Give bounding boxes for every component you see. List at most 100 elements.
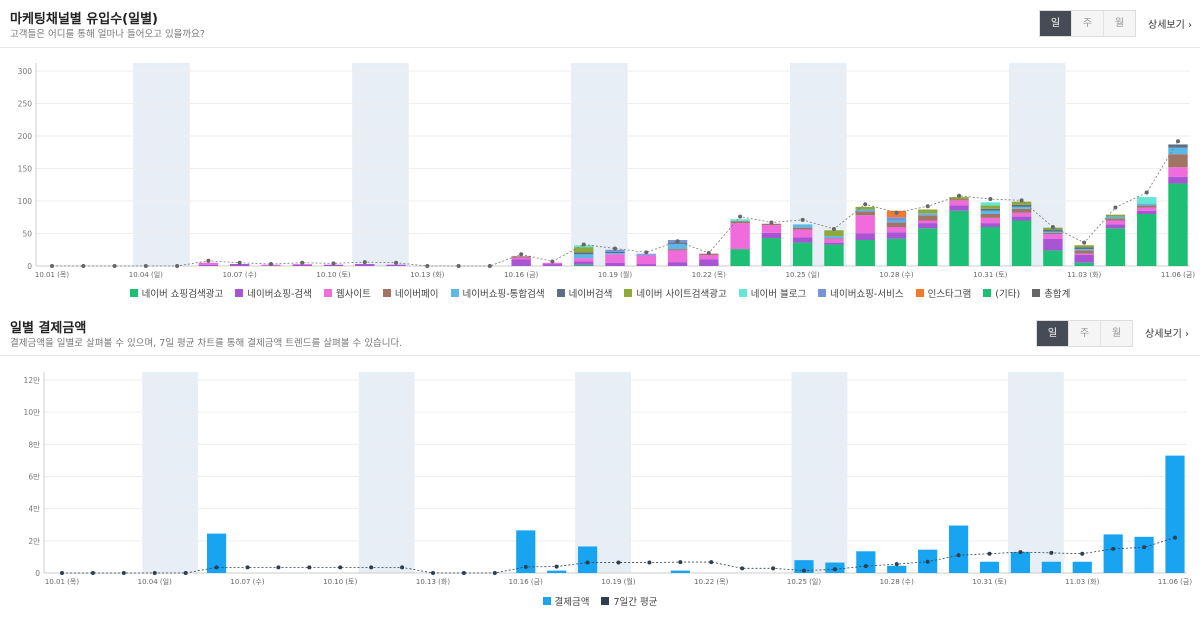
- bar-segment: [1137, 207, 1157, 211]
- x-tick-label: 11.06 (금): [1158, 578, 1192, 586]
- legend-item[interactable]: 총합계: [1032, 286, 1070, 300]
- x-tick-label: 10.04 (일): [129, 270, 163, 279]
- bar-segment: [542, 264, 563, 266]
- payment-bar-chart: 0 2만 4만 6만 8만 10만 12만 10.01 (목) 10.04 (일) 10.07 (…: [24, 372, 1192, 586]
- legend-label: 7일간 평균: [613, 597, 658, 608]
- period-month-button[interactable]: 월: [1103, 11, 1135, 36]
- bar-segment: [824, 238, 844, 243]
- weekend-band: [791, 372, 848, 573]
- y-tick-label: 10만: [24, 408, 41, 417]
- legend-item[interactable]: 네이버 블로그: [738, 286, 806, 300]
- bar-segment: [1043, 232, 1063, 235]
- period-week-button[interactable]: 주: [1068, 321, 1100, 346]
- bar-segment: [918, 209, 938, 214]
- avg-point: [214, 565, 219, 570]
- avg-point: [1080, 551, 1085, 556]
- legend-item[interactable]: 웹사이트: [323, 286, 371, 300]
- bar-segment: [792, 242, 813, 266]
- legend-item[interactable]: 결제금액: [542, 594, 589, 608]
- bar-segment: [949, 197, 969, 200]
- bar-segment: [918, 228, 938, 266]
- bar-segment: [1011, 212, 1032, 217]
- legend-label: 총합계: [1044, 289, 1071, 300]
- total-point: [143, 264, 148, 268]
- total-point: [988, 197, 993, 202]
- payment-bar: [547, 570, 567, 573]
- bar-segment: [1011, 220, 1032, 266]
- total-point: [800, 217, 805, 222]
- avg-point: [276, 565, 281, 570]
- bar-segment: [1105, 216, 1126, 219]
- bar-segment: [1168, 154, 1188, 168]
- legend-swatch: [450, 289, 459, 297]
- bar-segment: [886, 220, 907, 223]
- bar-segment: [886, 238, 907, 266]
- total-point: [581, 242, 586, 247]
- inflow-period-toggle: 일 주 월: [1039, 10, 1136, 37]
- total-point: [331, 261, 336, 266]
- period-month-button[interactable]: 월: [1100, 321, 1132, 346]
- inflow-title: 마케팅채널별 유입수(일별): [10, 12, 158, 27]
- bar-segment: [292, 264, 312, 266]
- bar-segment: [918, 215, 938, 221]
- payment-detail-link[interactable]: 상세보기 ›: [1145, 329, 1189, 340]
- total-point: [206, 258, 211, 263]
- legend-item[interactable]: (기타): [983, 286, 1020, 300]
- bar-segment: [1074, 250, 1094, 254]
- total-point: [644, 250, 649, 255]
- total-point: [1144, 190, 1149, 195]
- bar-segment: [730, 219, 750, 222]
- payment-bar: [1072, 561, 1092, 573]
- bar-segment: [980, 208, 1001, 211]
- total-point: [1176, 139, 1180, 144]
- payment-bar: [1165, 455, 1185, 573]
- bar-segment: [1137, 197, 1157, 204]
- total-point: [81, 264, 86, 268]
- bar-segment: [792, 227, 813, 230]
- period-week-button[interactable]: 주: [1071, 11, 1103, 36]
- y-tick-label: 8만: [28, 440, 40, 449]
- legend-item[interactable]: 네이버검색: [556, 286, 613, 300]
- bar-segment: [730, 249, 750, 266]
- legend-item[interactable]: 네이버 사이트검색광고: [624, 286, 727, 300]
- legend-item[interactable]: 네이버쇼핑-검색: [235, 286, 312, 300]
- period-day-button[interactable]: 일: [1037, 321, 1068, 346]
- inflow-detail-link[interactable]: 상세보기 ›: [1148, 20, 1192, 31]
- bar-segment: [949, 210, 969, 266]
- x-tick-label: 10.16 (금): [509, 578, 543, 586]
- total-point: [925, 204, 930, 209]
- bar-segment: [574, 254, 594, 259]
- bar-segment: [980, 227, 1001, 266]
- legend-swatch: [129, 289, 138, 297]
- legend-item[interactable]: 네이버페이: [382, 286, 439, 300]
- avg-point: [1049, 550, 1054, 555]
- avg-point: [152, 571, 157, 575]
- divider: [0, 355, 1200, 356]
- legend-swatch: [1032, 289, 1041, 297]
- legend-label: 네이버 쇼핑검색광고: [141, 289, 224, 300]
- legend-item[interactable]: 네이버쇼핑-서비스: [818, 286, 904, 300]
- avg-point: [956, 553, 961, 558]
- payment-bar: [887, 565, 907, 573]
- y-tick-label: 4만: [28, 505, 40, 514]
- x-tick-label: 10.01 (목): [45, 578, 79, 586]
- weekend-band: [575, 372, 631, 573]
- legend-label: 네이버검색: [568, 289, 613, 300]
- avg-point: [1018, 550, 1023, 555]
- bar-segment: [980, 214, 1001, 218]
- bar-segment: [1074, 253, 1094, 255]
- legend-item[interactable]: 네이버 쇼핑검색광고: [129, 286, 224, 300]
- bar-segment: [918, 220, 938, 224]
- legend-item[interactable]: 인스타그램: [915, 286, 971, 300]
- bar-segment: [980, 210, 1001, 214]
- legend-item[interactable]: 7일간 평균: [601, 594, 658, 608]
- bar-segment: [855, 233, 875, 240]
- bar-segment: [605, 262, 625, 266]
- bar-segment: [886, 222, 907, 227]
- legend-item[interactable]: 네이버쇼핑-통합검색: [450, 286, 545, 300]
- x-tick-label: 10.13 (화): [410, 271, 444, 279]
- period-day-button[interactable]: 일: [1040, 11, 1071, 36]
- bar-segment: [824, 236, 844, 239]
- total-point: [394, 260, 399, 265]
- bar-segment: [1074, 262, 1094, 266]
